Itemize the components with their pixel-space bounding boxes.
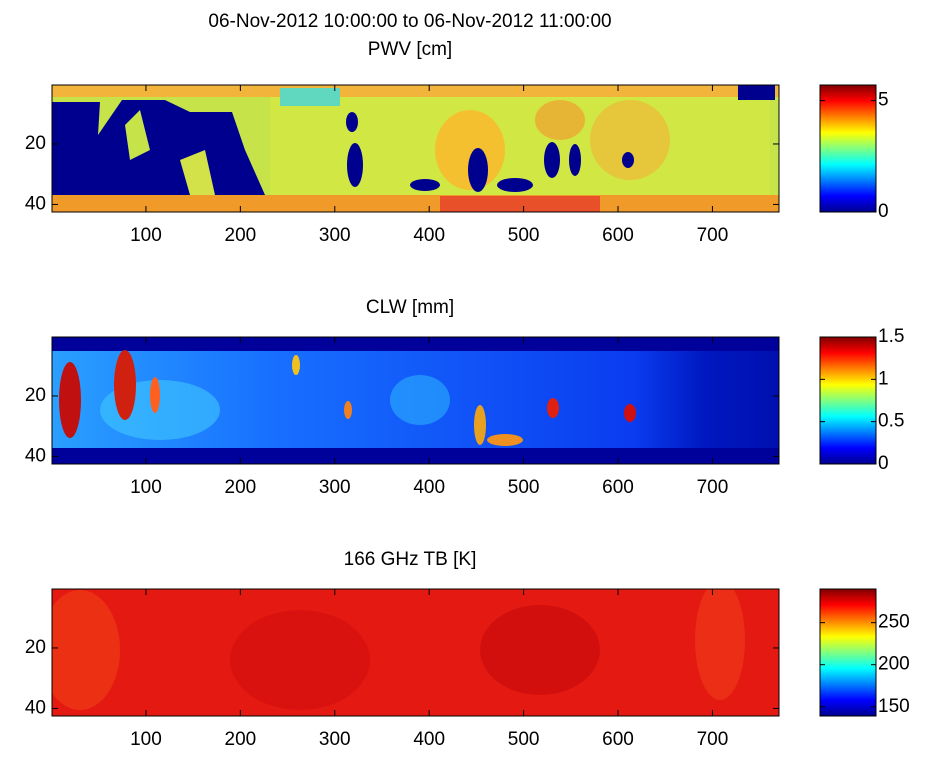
axes-box <box>51 588 780 717</box>
x-tick-label: 200 <box>225 477 257 498</box>
colorbar <box>819 84 877 213</box>
axes-box <box>51 84 780 213</box>
panel-title: CLW [mm] <box>366 297 454 318</box>
x-tick-label: 100 <box>130 477 162 498</box>
x-tick-label: 700 <box>697 477 729 498</box>
x-tick-label: 500 <box>508 729 540 750</box>
colorbar-tick-label: 5 <box>878 90 889 111</box>
colorbar <box>819 588 877 717</box>
x-tick-label: 200 <box>225 729 257 750</box>
x-tick-label: 600 <box>602 225 634 246</box>
x-tick-label: 300 <box>319 729 351 750</box>
y-tick-label: 20 <box>25 637 46 658</box>
colorbar-tick-label: 1 <box>878 368 889 389</box>
axes-box <box>51 336 780 465</box>
colorbar-tick-label: 200 <box>878 654 910 675</box>
x-tick-label: 400 <box>413 729 445 750</box>
x-tick-label: 700 <box>697 729 729 750</box>
colorbar-tick-label: 0 <box>878 201 889 222</box>
y-tick-label: 20 <box>25 385 46 406</box>
x-tick-label: 100 <box>130 729 162 750</box>
x-tick-label: 500 <box>508 477 540 498</box>
heatmap-image <box>52 589 779 716</box>
panel-title: 166 GHz TB [K] <box>344 549 477 570</box>
colorbar-tick-label: 150 <box>878 696 910 717</box>
x-tick-label: 300 <box>319 225 351 246</box>
y-tick-label: 20 <box>25 133 46 154</box>
heatmap-image <box>52 85 779 212</box>
x-tick-label: 600 <box>602 729 634 750</box>
panel-title: PWV [cm] <box>368 39 452 60</box>
x-tick-label: 600 <box>602 477 634 498</box>
x-tick-label: 400 <box>413 477 445 498</box>
y-tick-label: 40 <box>25 445 46 466</box>
x-tick-label: 700 <box>697 225 729 246</box>
x-tick-label: 100 <box>130 225 162 246</box>
colorbar-tick-label: 250 <box>878 612 910 633</box>
x-tick-label: 400 <box>413 225 445 246</box>
heatmap-image <box>52 337 779 464</box>
colorbar-tick-label: 0.5 <box>878 411 904 432</box>
x-tick-label: 500 <box>508 225 540 246</box>
x-tick-label: 200 <box>225 225 257 246</box>
x-tick-label: 300 <box>319 477 351 498</box>
suptitle: 06-Nov-2012 10:00:00 to 06-Nov-2012 11:0… <box>208 11 611 32</box>
y-tick-label: 40 <box>25 193 46 214</box>
colorbar-tick-label: 1.5 <box>878 326 904 347</box>
colorbar <box>819 336 877 465</box>
y-tick-label: 40 <box>25 697 46 718</box>
colorbar-tick-label: 0 <box>878 453 889 474</box>
